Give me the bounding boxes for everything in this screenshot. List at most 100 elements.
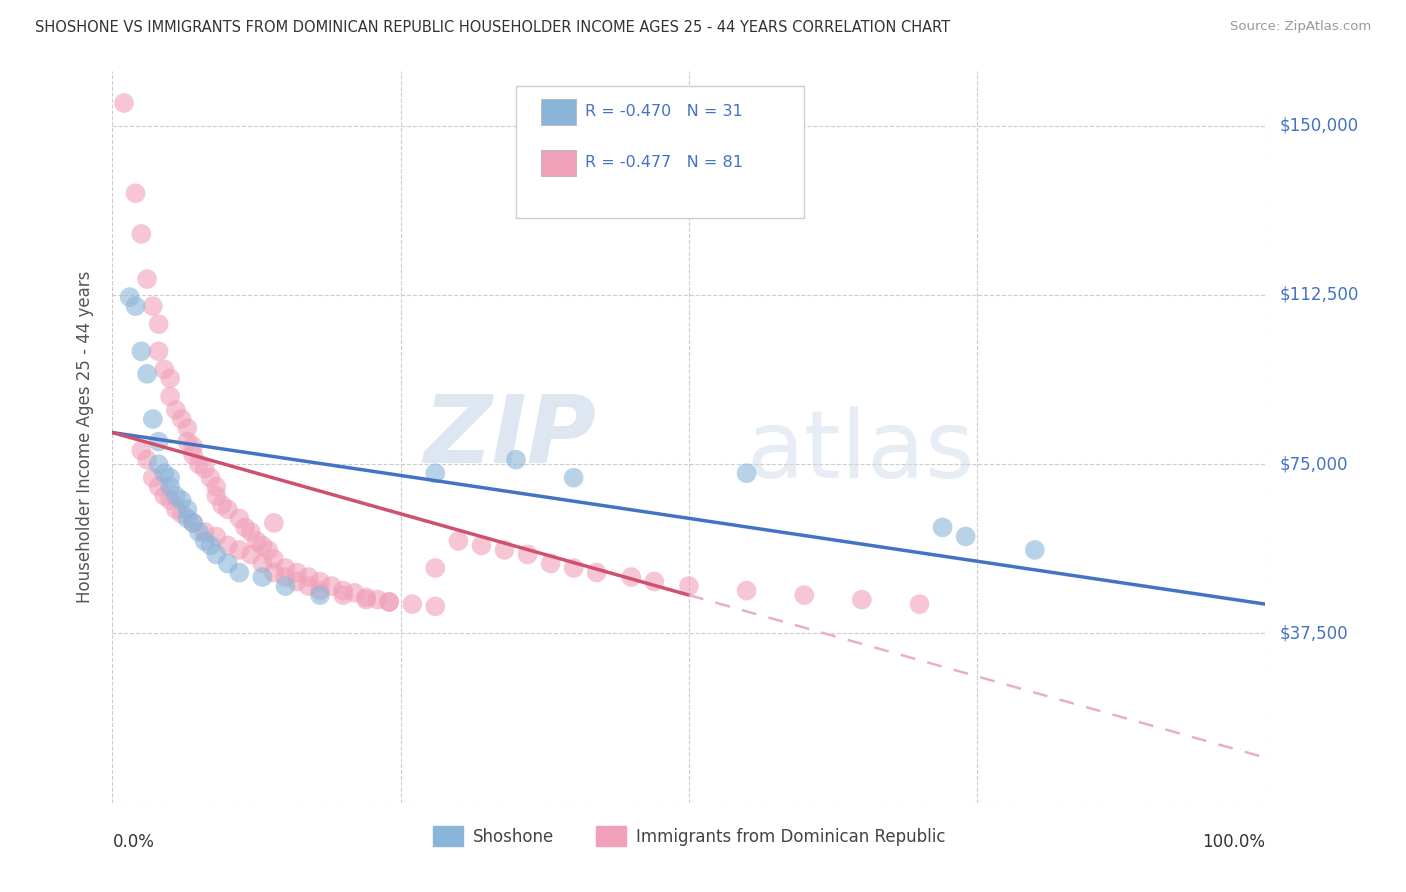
Point <box>252 570 274 584</box>
Point <box>205 489 228 503</box>
Point <box>148 317 170 331</box>
Point <box>309 588 332 602</box>
Point <box>176 434 198 449</box>
Point <box>217 502 239 516</box>
Point <box>735 583 758 598</box>
Point <box>263 566 285 580</box>
Point <box>181 516 204 530</box>
Point <box>124 186 146 201</box>
Point <box>181 448 204 462</box>
Point <box>297 579 319 593</box>
Point <box>297 570 319 584</box>
Point <box>159 371 181 385</box>
Point <box>643 574 665 589</box>
FancyBboxPatch shape <box>516 86 804 218</box>
Point <box>170 412 193 426</box>
FancyBboxPatch shape <box>541 151 576 176</box>
Text: atlas: atlas <box>747 406 974 498</box>
Point <box>793 588 815 602</box>
Text: R = -0.477   N = 81: R = -0.477 N = 81 <box>585 155 744 170</box>
FancyBboxPatch shape <box>541 99 576 125</box>
Point <box>165 403 187 417</box>
Point <box>955 529 977 543</box>
Point <box>228 511 250 525</box>
Point <box>148 434 170 449</box>
Point <box>176 421 198 435</box>
Y-axis label: Householder Income Ages 25 - 44 years: Householder Income Ages 25 - 44 years <box>76 271 94 603</box>
Point <box>678 579 700 593</box>
Point <box>159 480 181 494</box>
Point <box>148 480 170 494</box>
Point <box>343 586 366 600</box>
Point <box>851 592 873 607</box>
Point <box>136 367 159 381</box>
Point <box>620 570 643 584</box>
Point <box>136 452 159 467</box>
Point <box>354 592 377 607</box>
Point <box>1024 543 1046 558</box>
Point <box>181 516 204 530</box>
Point <box>401 597 423 611</box>
Point <box>274 561 297 575</box>
Point <box>246 533 269 548</box>
Point <box>332 588 354 602</box>
Point <box>228 543 250 558</box>
Text: Source: ZipAtlas.com: Source: ZipAtlas.com <box>1230 20 1371 33</box>
Text: $37,500: $37,500 <box>1279 624 1348 642</box>
Text: ZIP: ZIP <box>423 391 596 483</box>
Point <box>188 524 211 539</box>
Point <box>159 493 181 508</box>
Point <box>118 290 141 304</box>
Point <box>142 299 165 313</box>
Point <box>205 480 228 494</box>
Point <box>153 362 176 376</box>
Point <box>274 579 297 593</box>
Point <box>205 529 228 543</box>
Point <box>129 443 153 458</box>
Point <box>263 552 285 566</box>
Point <box>159 471 181 485</box>
Point <box>165 502 187 516</box>
Point <box>148 344 170 359</box>
Point <box>136 272 159 286</box>
Point <box>129 344 153 359</box>
Point <box>516 548 538 562</box>
Point <box>585 566 607 580</box>
Point <box>332 583 354 598</box>
Point <box>188 457 211 471</box>
Point <box>112 95 135 110</box>
Point <box>159 389 181 403</box>
Point <box>170 493 193 508</box>
Text: 0.0%: 0.0% <box>112 833 155 851</box>
Point <box>470 538 492 552</box>
Text: 100.0%: 100.0% <box>1202 833 1265 851</box>
Point <box>354 591 377 605</box>
Text: $150,000: $150,000 <box>1279 117 1358 135</box>
Point <box>205 548 228 562</box>
Point <box>148 457 170 471</box>
Point <box>181 439 204 453</box>
Text: R = -0.470   N = 31: R = -0.470 N = 31 <box>585 104 742 120</box>
Point <box>200 471 222 485</box>
Point <box>425 466 447 480</box>
Point <box>228 566 250 580</box>
Point <box>170 507 193 521</box>
Point <box>252 557 274 571</box>
Point <box>153 489 176 503</box>
Legend: Shoshone, Immigrants from Dominican Republic: Shoshone, Immigrants from Dominican Repu… <box>426 820 952 853</box>
Point <box>142 412 165 426</box>
Point <box>285 574 308 589</box>
Point <box>321 579 343 593</box>
Point <box>562 561 585 575</box>
Point <box>194 461 217 475</box>
Point <box>239 524 262 539</box>
Point <box>378 595 401 609</box>
Point <box>239 548 262 562</box>
Point <box>176 511 198 525</box>
Point <box>309 583 332 598</box>
Point <box>263 516 285 530</box>
Point <box>378 595 401 609</box>
Point <box>735 466 758 480</box>
Point <box>540 557 562 571</box>
Point <box>285 566 308 580</box>
